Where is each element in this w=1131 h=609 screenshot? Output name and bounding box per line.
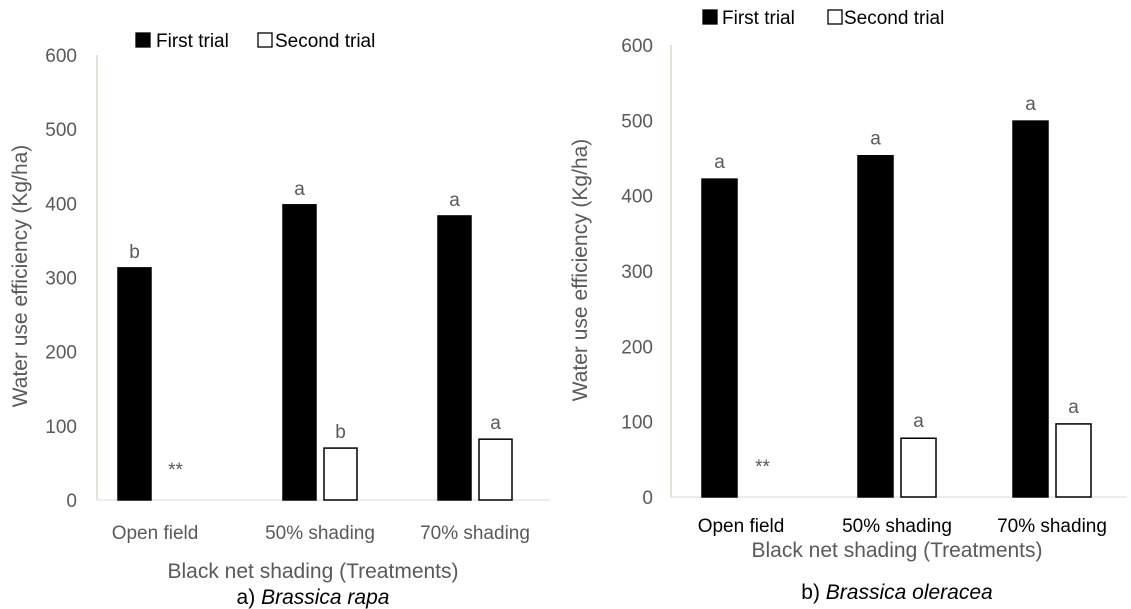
- legend-swatch-first-trial: [702, 9, 718, 25]
- caption-species: Brassica oleracea: [826, 581, 993, 604]
- x-tick-label: 70% shading: [997, 516, 1107, 537]
- legend-swatch-second-trial: [827, 9, 843, 25]
- x-tick-label: 70% shading: [420, 523, 530, 544]
- x-axis-title: Black net shading (Treatments): [751, 539, 1042, 562]
- significance-label: a: [294, 179, 305, 200]
- x-tick-label: Open field: [698, 516, 785, 537]
- x-axis-title: Black net shading (Treatments): [167, 560, 458, 583]
- legend-label: First trial: [722, 8, 795, 29]
- legend-swatch-first-trial: [135, 32, 151, 48]
- y-axis-title: Water use efficiency (Kg/ha): [9, 145, 32, 408]
- y-tick-label: 200: [621, 337, 653, 358]
- y-tick-label: 500: [45, 120, 77, 141]
- significance-label: b: [129, 242, 140, 263]
- significance-label: **: [755, 457, 770, 478]
- y-tick-label: 0: [66, 491, 77, 512]
- bar-first-trial: [437, 215, 472, 501]
- legend-label: Second trial: [844, 8, 944, 29]
- y-tick-label: 400: [45, 194, 77, 215]
- y-tick-label: 100: [621, 413, 653, 434]
- y-tick-label: 300: [621, 262, 653, 283]
- legend-label: First trial: [156, 31, 229, 52]
- y-tick-label: 200: [45, 343, 77, 364]
- bar-first-trial: [857, 154, 894, 498]
- significance-label: a: [870, 129, 881, 150]
- x-tick-label: 50% shading: [265, 523, 375, 544]
- significance-label: a: [714, 152, 725, 173]
- panel-caption: b) Brassica oleracea: [801, 581, 992, 604]
- y-tick-label: 400: [621, 187, 653, 208]
- bar-first-trial: [1012, 120, 1049, 498]
- chart-panel-b: 0 100 200 300 400 500 600 Water use efficiency …: [569, 8, 1127, 604]
- bar-first-trial: [701, 178, 738, 498]
- bar-second-trial: [478, 438, 513, 501]
- bar-first-trial: [117, 267, 152, 501]
- y-tick-label: 500: [621, 111, 653, 132]
- y-tick-label: 600: [45, 46, 77, 67]
- legend-swatch-second-trial: [257, 32, 273, 48]
- significance-label: a: [1025, 94, 1036, 115]
- y-tick-label: 0: [642, 488, 653, 509]
- bar-second-trial: [1055, 423, 1092, 498]
- caption-prefix: a): [237, 586, 262, 609]
- significance-label: a: [490, 413, 501, 434]
- y-tick-label: 100: [45, 417, 77, 438]
- caption-prefix: b): [801, 581, 826, 604]
- chart-panel-a: 0 100 200 300 400 500 600 Water use efficiency …: [9, 31, 550, 609]
- significance-label: **: [168, 460, 183, 481]
- significance-label: b: [335, 422, 346, 443]
- bar-second-trial: [323, 447, 358, 501]
- panel-caption: a) Brassica rapa: [237, 586, 390, 609]
- y-tick-label: 300: [45, 269, 77, 290]
- significance-label: a: [1068, 397, 1079, 418]
- bar-second-trial: [900, 437, 937, 498]
- bar-first-trial: [282, 204, 317, 501]
- significance-label: a: [449, 190, 460, 211]
- caption-species: Brassica rapa: [261, 586, 389, 609]
- x-tick-label: Open field: [112, 523, 199, 544]
- x-tick-label: 50% shading: [842, 516, 952, 537]
- y-axis-title: Water use efficiency (Kg/ha): [569, 139, 592, 402]
- significance-label: a: [913, 411, 924, 432]
- legend-label: Second trial: [275, 31, 375, 52]
- y-tick-label: 600: [621, 36, 653, 57]
